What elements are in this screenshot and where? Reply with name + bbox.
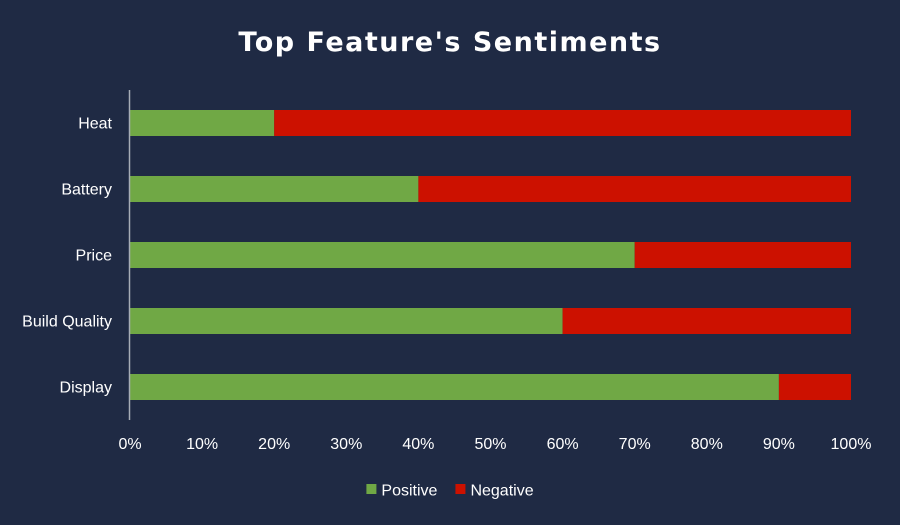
x-tick-label-70: 70% <box>619 436 651 453</box>
category-labels: Heat Battery Price Build Quality Display <box>22 116 112 397</box>
legend-label-negative: Negative <box>470 483 533 500</box>
legend: Positive Negative <box>366 483 534 500</box>
bar-positive-battery <box>130 176 419 202</box>
legend-label-positive: Positive <box>381 483 437 500</box>
x-tick-label-40: 40% <box>402 436 434 453</box>
x-tick-label-30: 30% <box>330 436 362 453</box>
category-label-build-quality: Build Quality <box>22 314 112 331</box>
bar-positive-display <box>130 374 779 400</box>
bars-layer <box>130 110 851 400</box>
bar-positive-heat <box>130 110 275 136</box>
x-tick-label-20: 20% <box>258 436 290 453</box>
category-label-battery: Battery <box>61 182 112 199</box>
bar-negative-display <box>778 374 851 400</box>
x-tick-label-60: 60% <box>547 436 579 453</box>
x-axis-tick-labels: 0% 10% 20% 30% 40% 50% 60% 70% 80% 90% 100% <box>118 436 871 453</box>
x-tick-label-80: 80% <box>691 436 723 453</box>
bar-positive-price <box>130 242 635 268</box>
category-label-display: Display <box>60 380 112 397</box>
category-label-price: Price <box>76 248 113 265</box>
x-tick-label-0: 0% <box>118 436 141 453</box>
category-label-heat: Heat <box>78 116 112 133</box>
bar-negative-price <box>634 242 851 268</box>
x-tick-label-50: 50% <box>474 436 506 453</box>
x-tick-label-100: 100% <box>831 436 872 453</box>
bar-negative-heat <box>274 110 851 136</box>
bar-positive-build-quality <box>130 308 563 334</box>
legend-swatch-negative <box>455 484 466 494</box>
x-tick-label-90: 90% <box>763 436 795 453</box>
legend-swatch-positive <box>366 484 377 494</box>
bar-negative-battery <box>418 176 851 202</box>
bar-negative-build-quality <box>562 308 851 334</box>
x-tick-label-10: 10% <box>186 436 218 453</box>
chart-title: Top Feature's Sentiments <box>238 27 661 58</box>
